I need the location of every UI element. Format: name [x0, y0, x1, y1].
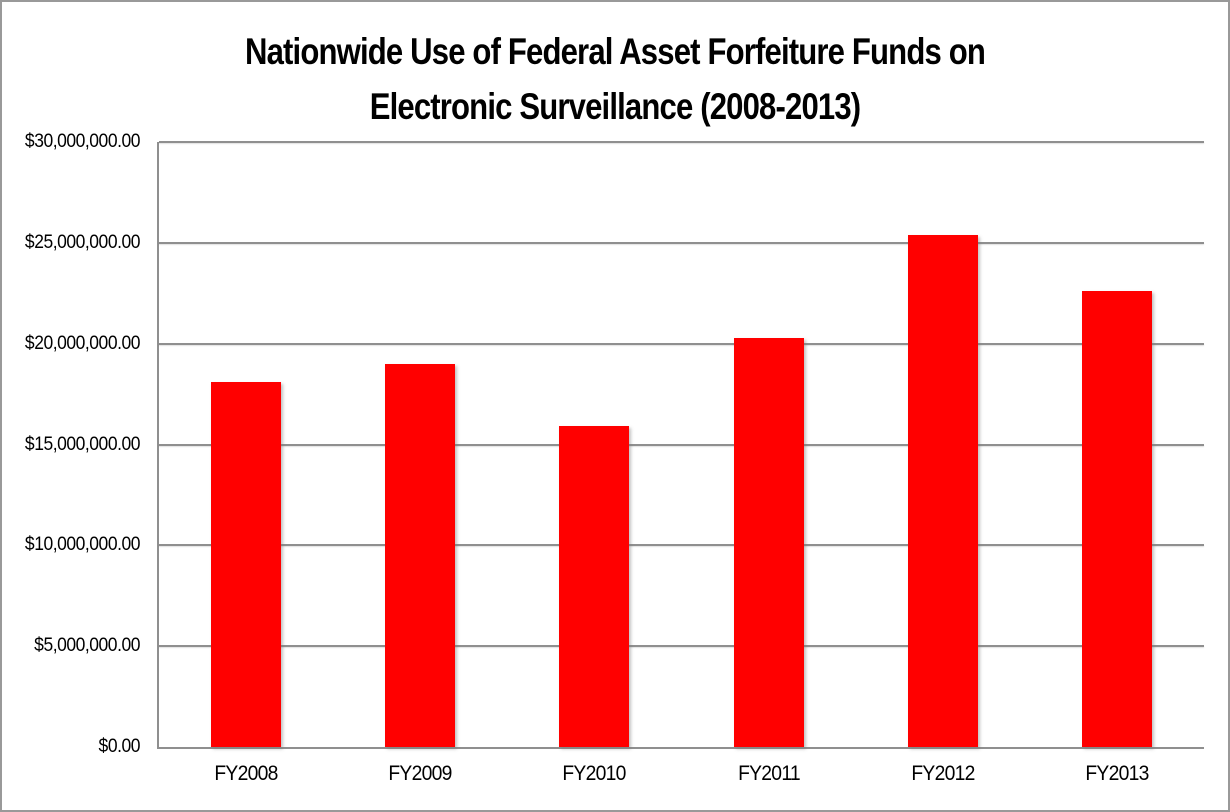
x-tick-label: FY2012 — [911, 762, 975, 785]
gridline — [159, 141, 1204, 143]
y-tick-label: $5,000,000.00 — [34, 635, 141, 657]
chart-title-line-2: Electronic Surveillance (2008-2013) — [369, 86, 861, 127]
chart-title: Nationwide Use of Federal Asset Forfeitu… — [100, 24, 1130, 134]
bar-fy2011 — [733, 337, 804, 747]
y-tick-label: $20,000,000.00 — [24, 332, 141, 354]
plot-area — [157, 141, 1204, 749]
bar-fy2008 — [211, 381, 282, 747]
y-tick-label: $10,000,000.00 — [24, 534, 141, 556]
x-tick-label: FY2011 — [737, 762, 801, 785]
x-tick-label: FY2013 — [1085, 762, 1149, 785]
bar-fy2013 — [1081, 291, 1152, 747]
gridline — [159, 443, 1204, 446]
y-tick-label: $30,000,000.00 — [24, 131, 141, 152]
x-tick-label: FY2009 — [388, 762, 453, 785]
y-tick-label: $15,000,000.00 — [24, 433, 141, 455]
bar-fy2012 — [907, 234, 978, 747]
gridline — [159, 544, 1204, 547]
gridline — [159, 645, 1204, 648]
x-tick-label: FY2010 — [562, 762, 627, 785]
chart-title-line-1: Nationwide Use of Federal Asset Forfeitu… — [244, 31, 986, 72]
bar-fy2009 — [385, 363, 456, 747]
gridline — [159, 342, 1204, 345]
y-tick-label: $0.00 — [98, 736, 141, 757]
bar-fy2010 — [559, 426, 630, 747]
gridline — [159, 241, 1204, 244]
y-tick-label: $25,000,000.00 — [24, 231, 141, 253]
x-tick-label: FY2008 — [214, 762, 278, 785]
